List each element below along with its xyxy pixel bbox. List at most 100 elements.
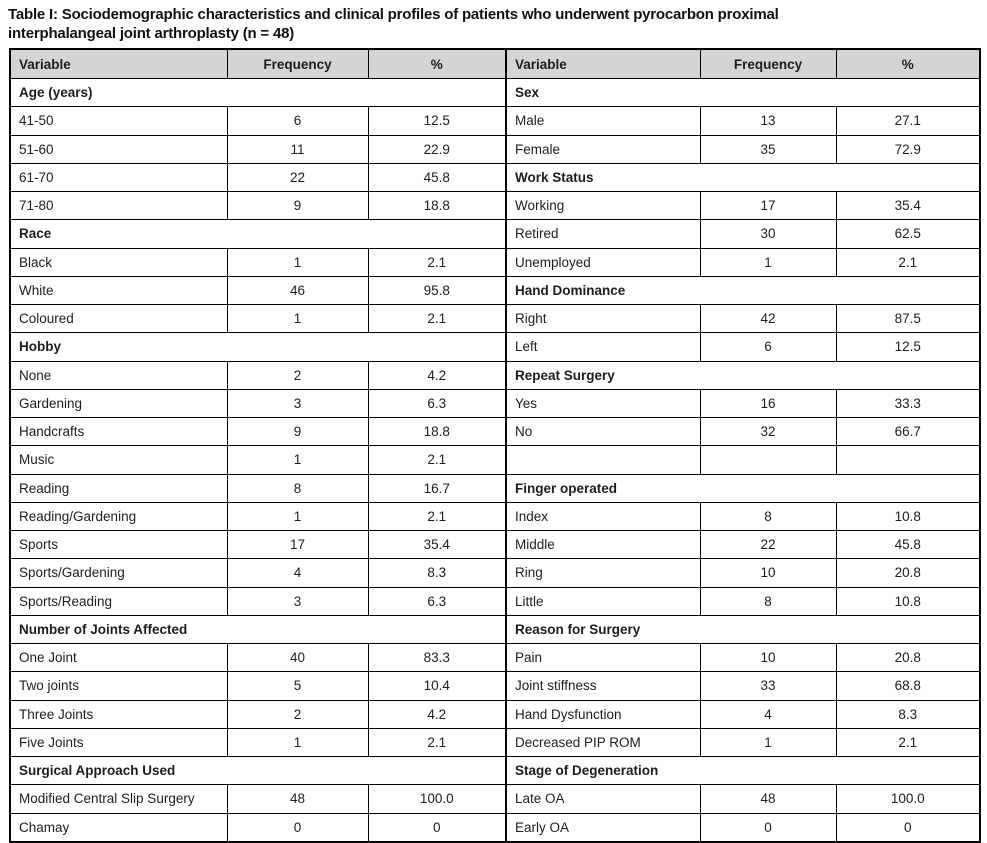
percent-cell: 20.8 — [835, 558, 981, 588]
row-label-cell: One Joint — [9, 642, 228, 673]
percent-cell: 18.8 — [367, 190, 507, 221]
frequency-cell: 1 — [699, 727, 837, 758]
table-row: Age (years) Sex — [9, 77, 981, 108]
row-label-cell: Pain — [505, 642, 701, 673]
table-row: Hobby Left 6 12.5 — [9, 332, 981, 362]
row-label-cell: Female — [505, 134, 701, 164]
percent-cell: 100.0 — [835, 784, 981, 814]
frequency-cell: 2 — [226, 360, 369, 390]
percent-cell: 35.4 — [367, 529, 507, 560]
table-row: Sports 17 35.4 Middle 22 45.8 — [9, 529, 981, 560]
column-header-variable-left: Variable — [9, 48, 228, 79]
row-label-cell: 41-50 — [9, 106, 228, 136]
row-label-cell: Gardening — [9, 388, 228, 419]
frequency-cell: 8 — [699, 586, 837, 616]
column-header-percent-right: % — [835, 48, 981, 79]
row-label-cell: Ring — [505, 558, 701, 588]
row-label-cell: White — [9, 275, 228, 306]
row-label-cell: Sports/Reading — [9, 586, 228, 616]
frequency-cell: 30 — [699, 219, 837, 249]
percent-cell: 62.5 — [835, 219, 981, 249]
frequency-cell: 48 — [699, 784, 837, 814]
percent-cell: 8.3 — [835, 699, 981, 729]
percent-cell: 2.1 — [835, 247, 981, 277]
frequency-cell: 32 — [699, 416, 837, 447]
table-row: Three Joints 2 4.2 Hand Dysfunction 4 8.3 — [9, 699, 981, 729]
percent-cell: 45.8 — [367, 162, 507, 193]
row-label-cell: Right — [505, 303, 701, 334]
column-header-variable-right: Variable — [505, 48, 701, 79]
row-label-cell: No — [505, 416, 701, 447]
section-header-cell: Number of Joints Affected — [9, 614, 507, 645]
row-label-cell: Coloured — [9, 303, 228, 334]
column-header-frequency-right: Frequency — [699, 48, 837, 79]
frequency-cell: 6 — [699, 332, 837, 362]
column-header-percent-left: % — [367, 48, 507, 79]
row-label-cell: Unemployed — [505, 247, 701, 277]
section-header-cell: Work Status — [505, 162, 981, 193]
frequency-cell: 1 — [226, 445, 369, 475]
frequency-cell: 40 — [226, 642, 369, 673]
table-row: Chamay 0 0 Early OA 0 0 — [9, 812, 981, 843]
row-label-cell: 71-80 — [9, 190, 228, 221]
row-label-cell: 61-70 — [9, 162, 228, 193]
row-label-cell: Black — [9, 247, 228, 277]
percent-cell: 2.1 — [835, 727, 981, 758]
table-row: Five Joints 1 2.1 Decreased PIP ROM 1 2.1 — [9, 727, 981, 758]
section-header-cell: Surgical Approach Used — [9, 755, 507, 786]
table-row: Race Retired 30 62.5 — [9, 219, 981, 249]
empty-cell — [699, 445, 837, 475]
frequency-cell: 17 — [699, 190, 837, 221]
row-label-cell: Handcrafts — [9, 416, 228, 447]
section-header-cell: Hobby — [9, 332, 507, 362]
frequency-cell: 13 — [699, 106, 837, 136]
percent-cell: 20.8 — [835, 642, 981, 673]
table-row: Sports/Reading 3 6.3 Little 8 10.8 — [9, 586, 981, 616]
frequency-cell: 16 — [699, 388, 837, 419]
column-header-frequency-left: Frequency — [226, 48, 369, 79]
percent-cell: 10.8 — [835, 586, 981, 616]
percent-cell: 33.3 — [835, 388, 981, 419]
frequency-cell: 3 — [226, 388, 369, 419]
table-row: Gardening 3 6.3 Yes 16 33.3 — [9, 388, 981, 419]
frequency-cell: 46 — [226, 275, 369, 306]
table-body: Age (years) Sex 41-50 6 12.5 Male 13 27.1 51-60 1… — [9, 77, 981, 843]
empty-cell — [505, 445, 701, 475]
table-row: 71-80 9 18.8 Working 17 35.4 — [9, 190, 981, 221]
frequency-cell: 35 — [699, 134, 837, 164]
row-label-cell: 51-60 — [9, 134, 228, 164]
section-header-cell: Sex — [505, 77, 981, 108]
empty-cell — [835, 445, 981, 475]
row-label-cell: None — [9, 360, 228, 390]
frequency-cell: 10 — [699, 558, 837, 588]
row-label-cell: Male — [505, 106, 701, 136]
table-row: None 2 4.2 Repeat Surgery — [9, 360, 981, 390]
frequency-cell: 6 — [226, 106, 369, 136]
table-caption: Table I: Sociodemographic characteristic… — [8, 5, 987, 43]
frequency-cell: 2 — [226, 699, 369, 729]
frequency-cell: 4 — [699, 699, 837, 729]
percent-cell: 22.9 — [367, 134, 507, 164]
section-header-cell: Repeat Surgery — [505, 360, 981, 390]
table-row: Two joints 5 10.4 Joint stiffness 33 68.8 — [9, 671, 981, 701]
row-label-cell: Five Joints — [9, 727, 228, 758]
row-label-cell: Working — [505, 190, 701, 221]
percent-cell: 35.4 — [835, 190, 981, 221]
row-label-cell: Hand Dysfunction — [505, 699, 701, 729]
percent-cell: 2.1 — [367, 247, 507, 277]
row-label-cell: Index — [505, 501, 701, 532]
table-row: White 46 95.8 Hand Dominance — [9, 275, 981, 306]
row-label-cell: Three Joints — [9, 699, 228, 729]
frequency-cell: 33 — [699, 671, 837, 701]
row-label-cell: Early OA — [505, 812, 701, 843]
frequency-cell: 1 — [226, 501, 369, 532]
percent-cell: 18.8 — [367, 416, 507, 447]
frequency-cell: 9 — [226, 190, 369, 221]
frequency-cell: 8 — [226, 473, 369, 503]
row-label-cell: Little — [505, 586, 701, 616]
row-label-cell: Sports — [9, 529, 228, 560]
percent-cell: 27.1 — [835, 106, 981, 136]
row-label-cell: Modified Central Slip Surgery — [9, 784, 228, 814]
row-label-cell: Middle — [505, 529, 701, 560]
frequency-cell: 5 — [226, 671, 369, 701]
